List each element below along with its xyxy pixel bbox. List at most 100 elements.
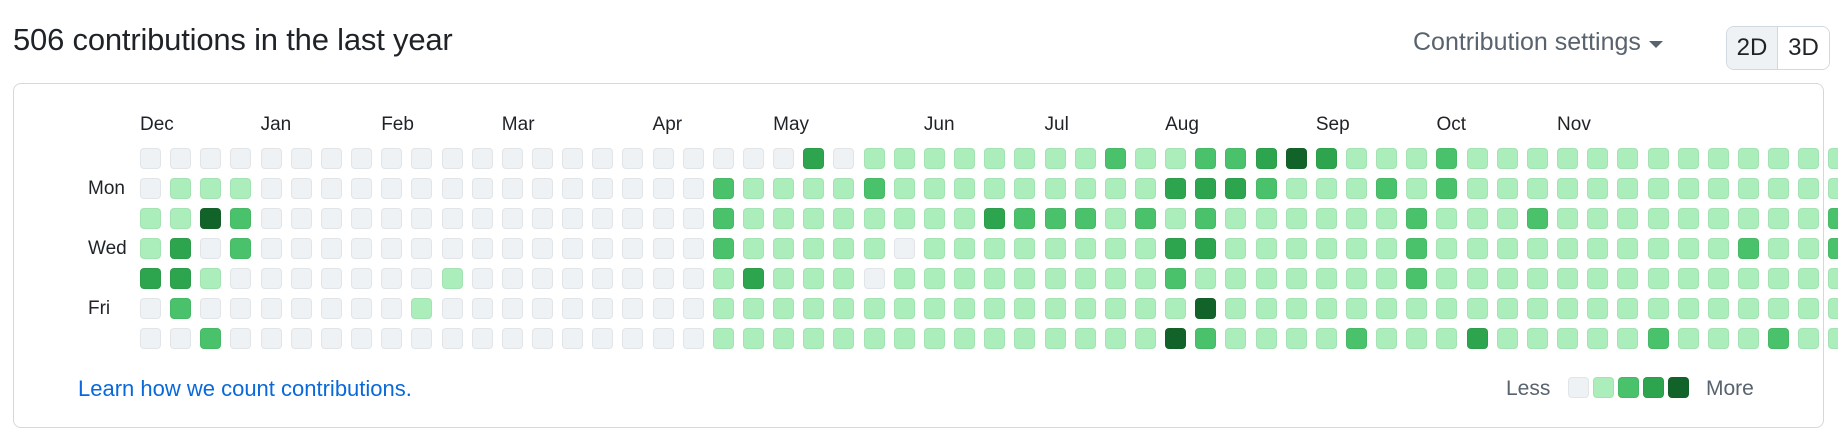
contribution-day-cell[interactable] <box>863 268 885 289</box>
contribution-day-cell[interactable] <box>1406 178 1428 199</box>
contribution-day-cell[interactable] <box>1466 208 1488 229</box>
contribution-day-cell[interactable] <box>923 178 945 199</box>
contribution-day-cell[interactable] <box>1587 178 1609 199</box>
contribution-day-cell[interactable] <box>1346 148 1367 169</box>
contribution-day-cell[interactable] <box>1346 238 1367 259</box>
contribution-day-cell[interactable] <box>1828 238 1838 259</box>
contribution-day-cell[interactable] <box>200 328 222 349</box>
contribution-day-cell[interactable] <box>592 328 614 349</box>
contribution-day-cell[interactable] <box>1315 268 1337 289</box>
contribution-day-cell[interactable] <box>290 208 312 229</box>
contribution-day-cell[interactable] <box>381 268 403 289</box>
contribution-day-cell[interactable] <box>501 238 523 259</box>
contribution-day-cell[interactable] <box>260 298 282 319</box>
contribution-day-cell[interactable] <box>1737 178 1759 199</box>
contribution-day-cell[interactable] <box>1285 178 1307 199</box>
contribution-day-cell[interactable] <box>230 268 252 289</box>
contribution-day-cell[interactable] <box>1617 178 1639 199</box>
contribution-day-cell[interactable] <box>1255 208 1277 229</box>
contribution-day-cell[interactable] <box>230 148 252 169</box>
contribution-day-cell[interactable] <box>1557 298 1579 319</box>
contribution-day-cell[interactable] <box>712 268 734 289</box>
contribution-day-cell[interactable] <box>1496 238 1518 259</box>
contribution-day-cell[interactable] <box>140 178 161 199</box>
contribution-day-cell[interactable] <box>381 148 403 169</box>
contribution-day-cell[interactable] <box>1617 208 1639 229</box>
contribution-day-cell[interactable] <box>1285 208 1307 229</box>
contribution-day-cell[interactable] <box>381 178 403 199</box>
contribution-day-cell[interactable] <box>260 268 282 289</box>
contribution-day-cell[interactable] <box>1768 148 1790 169</box>
contribution-day-cell[interactable] <box>923 238 945 259</box>
contribution-day-cell[interactable] <box>1617 268 1639 289</box>
contribution-day-cell[interactable] <box>1134 208 1156 229</box>
contribution-day-cell[interactable] <box>1255 178 1277 199</box>
contribution-day-cell[interactable] <box>1195 268 1217 289</box>
contribution-day-cell[interactable] <box>441 178 463 199</box>
contribution-day-cell[interactable] <box>170 298 192 319</box>
contribution-day-cell[interactable] <box>984 238 1006 259</box>
contribution-day-cell[interactable] <box>803 148 825 169</box>
contribution-day-cell[interactable] <box>1134 268 1156 289</box>
contribution-day-cell[interactable] <box>893 298 915 319</box>
contribution-day-cell[interactable] <box>1466 268 1488 289</box>
contribution-day-cell[interactable] <box>682 238 704 259</box>
contribution-day-cell[interactable] <box>1134 328 1156 349</box>
contribution-day-cell[interactable] <box>1587 208 1609 229</box>
contribution-day-cell[interactable] <box>1768 328 1790 349</box>
contribution-day-cell[interactable] <box>1225 208 1247 229</box>
contribution-day-cell[interactable] <box>954 268 976 289</box>
contribution-day-cell[interactable] <box>682 148 704 169</box>
contribution-day-cell[interactable] <box>773 298 795 319</box>
contribution-day-cell[interactable] <box>1044 268 1066 289</box>
contribution-day-cell[interactable] <box>984 298 1006 319</box>
contribution-day-cell[interactable] <box>200 208 222 229</box>
contribution-day-cell[interactable] <box>1376 148 1398 169</box>
contribution-day-cell[interactable] <box>712 298 734 319</box>
contribution-day-cell[interactable] <box>863 328 885 349</box>
contribution-day-cell[interactable] <box>1798 238 1820 259</box>
contribution-day-cell[interactable] <box>592 208 614 229</box>
contribution-day-cell[interactable] <box>1285 148 1307 169</box>
contribution-day-cell[interactable] <box>1677 298 1699 319</box>
contribution-day-cell[interactable] <box>1376 208 1398 229</box>
contribution-day-cell[interactable] <box>381 208 403 229</box>
contribution-day-cell[interactable] <box>984 178 1006 199</box>
contribution-day-cell[interactable] <box>1557 268 1579 289</box>
contribution-day-cell[interactable] <box>320 238 342 259</box>
contribution-day-cell[interactable] <box>893 148 915 169</box>
contribution-day-cell[interactable] <box>773 328 795 349</box>
contribution-day-cell[interactable] <box>1587 328 1609 349</box>
contribution-day-cell[interactable] <box>1346 298 1367 319</box>
contribution-day-cell[interactable] <box>1677 238 1699 259</box>
contribution-day-cell[interactable] <box>1285 268 1307 289</box>
contribution-day-cell[interactable] <box>1768 238 1790 259</box>
contribution-day-cell[interactable] <box>1677 178 1699 199</box>
contribution-day-cell[interactable] <box>441 298 463 319</box>
contribution-day-cell[interactable] <box>1828 298 1838 319</box>
contribution-day-cell[interactable] <box>230 328 252 349</box>
contribution-day-cell[interactable] <box>1617 148 1639 169</box>
contribution-day-cell[interactable] <box>1406 238 1428 259</box>
contribution-day-cell[interactable] <box>1828 268 1838 289</box>
contribution-day-cell[interactable] <box>1195 298 1217 319</box>
contribution-day-cell[interactable] <box>230 208 252 229</box>
contribution-day-cell[interactable] <box>200 148 222 169</box>
contribution-day-cell[interactable] <box>170 208 192 229</box>
learn-contributions-link[interactable]: Learn how we count contributions. <box>78 376 412 401</box>
contribution-day-cell[interactable] <box>140 208 161 229</box>
contribution-day-cell[interactable] <box>1074 328 1096 349</box>
contribution-day-cell[interactable] <box>1496 298 1518 319</box>
contribution-day-cell[interactable] <box>1195 178 1217 199</box>
contribution-day-cell[interactable] <box>1707 268 1729 289</box>
contribution-day-cell[interactable] <box>923 148 945 169</box>
contribution-day-cell[interactable] <box>833 178 855 199</box>
contribution-day-cell[interactable] <box>351 238 373 259</box>
contribution-day-cell[interactable] <box>954 238 976 259</box>
contribution-day-cell[interactable] <box>954 178 976 199</box>
contribution-day-cell[interactable] <box>501 208 523 229</box>
contribution-day-cell[interactable] <box>170 268 192 289</box>
contribution-day-cell[interactable] <box>1647 148 1669 169</box>
contribution-day-cell[interactable] <box>893 178 915 199</box>
contribution-day-cell[interactable] <box>411 178 433 199</box>
